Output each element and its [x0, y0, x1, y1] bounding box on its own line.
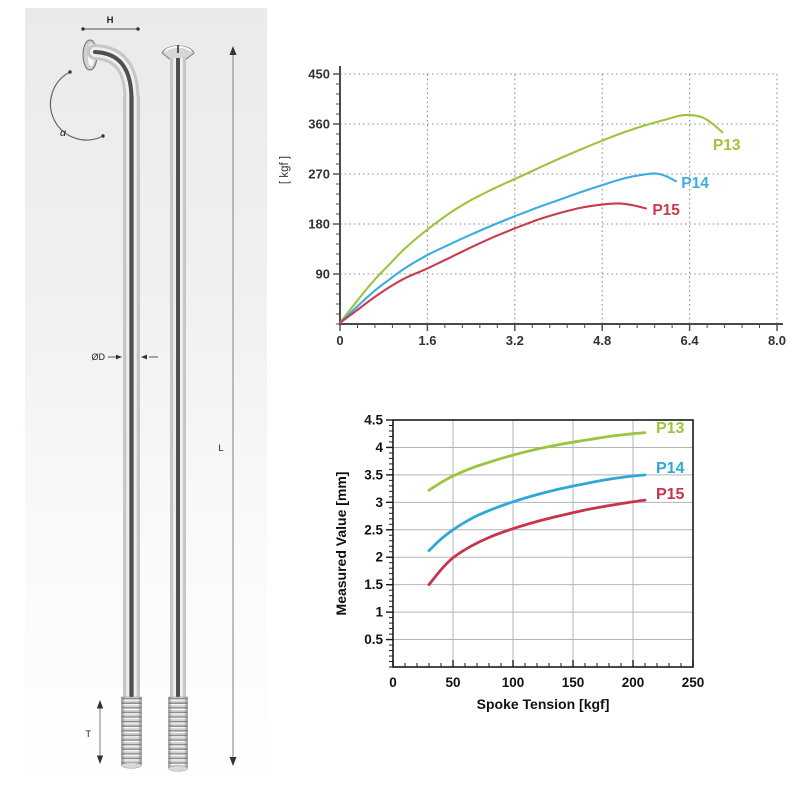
alpha-arc-end-dot [101, 134, 105, 138]
straight-spoke-thread [168, 696, 188, 772]
h-label: H [107, 15, 114, 26]
straight-spoke-head [161, 45, 195, 60]
alpha-angle-arc [49, 71, 104, 141]
bent-spoke-thread [121, 696, 142, 769]
bent-spoke-shaft [123, 96, 140, 697]
series-label-P15: P15 [652, 202, 680, 219]
x-tick-label: 250 [682, 675, 705, 690]
thread-label: T [86, 729, 92, 739]
diameter-arrow-right [141, 354, 147, 360]
series-label-P15: P15 [656, 486, 685, 503]
x-tick-label: 8.0 [768, 333, 786, 348]
series-label-P14: P14 [681, 175, 709, 192]
h-dimension-end-dot [136, 27, 140, 31]
x-tick-label: 100 [502, 675, 525, 690]
x-tick-label: 0 [336, 333, 343, 348]
series-path-P13 [338, 113, 724, 324]
thread-arrow-down [96, 755, 104, 764]
straight-spoke-shaft [170, 58, 186, 697]
h-dimension-end-dot [81, 27, 85, 31]
series-path-P15 [338, 202, 647, 324]
y-tick-label: 0.5 [364, 632, 383, 647]
series-label-P13: P13 [656, 420, 685, 437]
y-axis-title: Measured Value [mm] [333, 472, 349, 616]
alpha-arc-end-dot [68, 70, 72, 74]
pull-strength-chart: 0 1.6 3.2 4.8 6.4 8.0 90 180 270 360 450 [ kgf ] P13… [279, 66, 786, 348]
length-arrow-down [229, 757, 237, 766]
y-tick-label: 450 [308, 67, 330, 82]
spoke-elbow [87, 44, 140, 108]
x-axis-title: Spoke Tension [kgf] [477, 696, 610, 712]
thread-arrow-up [96, 700, 104, 709]
y-tick-label: 180 [308, 217, 330, 232]
series-label-P13: P13 [713, 137, 741, 154]
series-path-P15 [427, 498, 647, 587]
x-tick-label: 150 [562, 675, 585, 690]
alpha-label: α [60, 127, 67, 139]
y-tick-label: 2.5 [364, 522, 383, 537]
spoke-diagram-panel: H [25, 8, 267, 792]
x-tick-label: 6.4 [681, 333, 700, 348]
y-tick-label: 90 [316, 267, 330, 282]
y-tick-label: 1 [375, 605, 383, 620]
x-tick-label: 3.2 [506, 333, 524, 348]
x-tick-label: 4.8 [593, 333, 611, 348]
x-tick-label: 200 [622, 675, 645, 690]
x-tick-label: 0 [389, 675, 397, 690]
y-tick-label: 270 [308, 167, 330, 182]
diameter-label: ØD [92, 352, 106, 362]
length-label: L [218, 443, 223, 454]
y-tick-label: 3.5 [364, 467, 383, 482]
y-tick-label: 360 [308, 117, 330, 132]
x-tick-label: 50 [445, 675, 460, 690]
y-tick-label: 4 [375, 440, 383, 455]
y-tick-label: 2 [375, 550, 383, 565]
y-tick-label: 3 [375, 495, 383, 510]
axes [339, 66, 783, 325]
series-path-P14 [427, 473, 647, 552]
series-label-P14: P14 [656, 460, 685, 477]
length-arrow-up [229, 46, 237, 55]
measured-value-vs-spoke-tension-chart: 0 50 100 150 200 250 0.5 1 1.5 2 2.5 3 3.5 4 4.5 Measur… [333, 413, 705, 713]
spoke-diagram: H [49, 15, 237, 772]
y-tick-label: 1.5 [364, 577, 383, 592]
plot-frame [392, 419, 694, 668]
diameter-arrow-left [116, 354, 122, 360]
series-path-P13 [427, 431, 647, 492]
x-tick-label: 1.6 [418, 333, 436, 348]
series-path-P14 [338, 172, 677, 324]
y-axis-title: [ kgf ] [279, 156, 291, 184]
y-tick-label: 4.5 [364, 413, 383, 428]
